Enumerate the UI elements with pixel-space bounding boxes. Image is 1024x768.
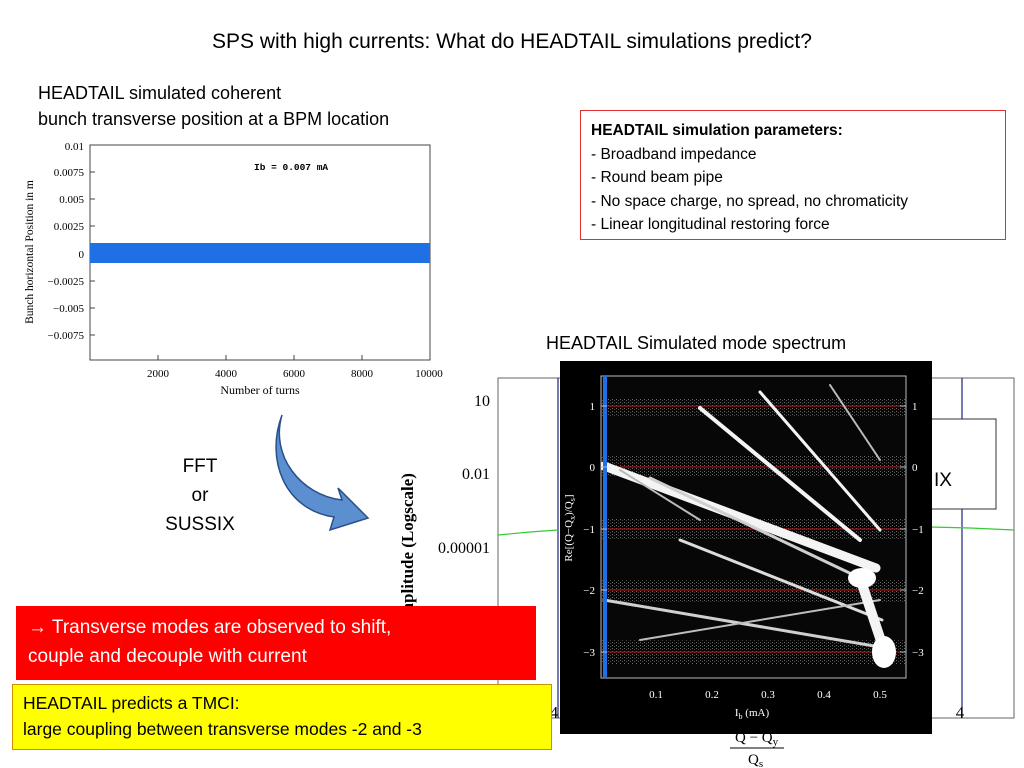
mode-ytick-right: 1 — [912, 401, 918, 413]
amp-ytick: 0.01 — [462, 466, 490, 483]
mode-ytick: −3 — [583, 647, 595, 659]
tmci-line2: large coupling between transverse modes … — [23, 719, 422, 739]
fft-label-line2: or — [191, 485, 209, 506]
pos-ytick: −0.0075 — [48, 330, 85, 342]
amp-ytick: 0.00001 — [438, 540, 490, 557]
fft-label-line1: FFT — [182, 456, 218, 477]
pos-ytick: 0.0075 — [54, 167, 85, 179]
mode-ytick: −2 — [583, 585, 595, 597]
pos-ytick: 0.0025 — [54, 221, 85, 233]
position-signal-band — [90, 243, 430, 263]
amp-xtick: 4 — [956, 703, 965, 722]
arrow-right-icon: → — [28, 617, 47, 638]
mode-shift-callout: → Transverse modes are observed to shift… — [16, 606, 536, 680]
mode-ytick: 0 — [590, 462, 596, 474]
mode-ytick-right: −3 — [912, 647, 924, 659]
mode-integer-lines — [601, 405, 906, 653]
pos-ylabel: Bunch horizontal Position in m — [24, 180, 36, 324]
fft-label-line3: SUSSIX — [165, 514, 235, 535]
pos-ytick: −0.005 — [53, 303, 84, 315]
mode-xtick: 0.2 — [705, 689, 719, 701]
mode-xtick: 0.4 — [817, 689, 831, 701]
tmci-line1: HEADTAIL predicts a TMCI: — [23, 693, 240, 713]
pos-xtick: 10000 — [415, 368, 443, 380]
amp-ytick: 10 — [474, 393, 490, 410]
mode-xtick: 0.3 — [761, 689, 775, 701]
slide-title: SPS with high currents: What do HEADTAIL… — [212, 30, 812, 53]
mode-ytick: −1 — [583, 524, 595, 536]
mode-xlabel: Ib (mA) — [735, 707, 770, 721]
pos-ytick: 0.01 — [65, 141, 84, 153]
simulation-parameters-box: HEADTAIL simulation parameters: - Broadb… — [580, 110, 1006, 240]
spectrum-title: HEADTAIL Simulated mode spectrum — [546, 333, 847, 353]
pos-xtick: 8000 — [351, 368, 374, 380]
params-item: - Linear longitudinal restoring force — [591, 216, 830, 233]
mode-ytick: 1 — [590, 401, 596, 413]
mode-ylabel: Re[(Q−Qx)/Qs] — [563, 494, 577, 561]
amp-ylabel: m Amplitude (Logscale) — [398, 473, 417, 647]
fft-arrow-icon — [275, 414, 370, 532]
mode-ytick-right: −1 — [912, 524, 924, 536]
position-plot-annotation: Ib = 0.007 mA — [254, 162, 328, 173]
mode-shift-line1: → Transverse modes are observed to shift… — [28, 617, 392, 638]
pos-ytick: −0.0025 — [48, 276, 85, 288]
fft-label: FFT or SUSSIX — [150, 452, 250, 539]
params-item: - No space charge, no spread, no chromat… — [591, 192, 909, 210]
pos-xlabel: Number of turns — [220, 383, 300, 397]
pos-ytick: 0 — [79, 249, 85, 261]
tmci-callout: HEADTAIL predicts a TMCI: large coupling… — [12, 684, 552, 750]
amp-xtick: 4 — [550, 703, 559, 722]
amplitude-legend-box — [929, 418, 997, 510]
pos-xtick: 2000 — [147, 368, 170, 380]
amp-frac-den: Qs — [748, 752, 763, 768]
mode-xtick: 0.1 — [649, 689, 663, 701]
position-plot: Ib = 0.007 mA 0.01 0.0075 0.005 0.0025 0… — [24, 141, 443, 397]
mode-ytick-right: 0 — [912, 462, 918, 474]
pos-xtick: 6000 — [283, 368, 306, 380]
mode-spectrum-plot: 1 0 −1 −2 −3 1 0 −1 −2 −3 0.1 0.2 0.3 0.… — [560, 361, 932, 734]
left-caption-line1: HEADTAIL simulated coherent — [38, 83, 282, 103]
mode-ytick-right: −2 — [912, 585, 924, 597]
mode-xtick: 0.5 — [873, 689, 887, 701]
left-caption: HEADTAIL simulated coherent bunch transv… — [38, 80, 389, 132]
params-heading: HEADTAIL simulation parameters: — [591, 122, 843, 139]
amplitude-legend-text: IX — [934, 470, 952, 491]
pos-xtick: 4000 — [215, 368, 238, 380]
mode-shift-line2: couple and decouple with current — [28, 646, 307, 667]
params-item: - Broadband impedance — [591, 145, 757, 163]
pos-ytick: 0.005 — [59, 194, 84, 206]
left-caption-line2: bunch transverse position at a BPM locat… — [38, 109, 390, 129]
params-item: - Round beam pipe — [591, 169, 723, 186]
